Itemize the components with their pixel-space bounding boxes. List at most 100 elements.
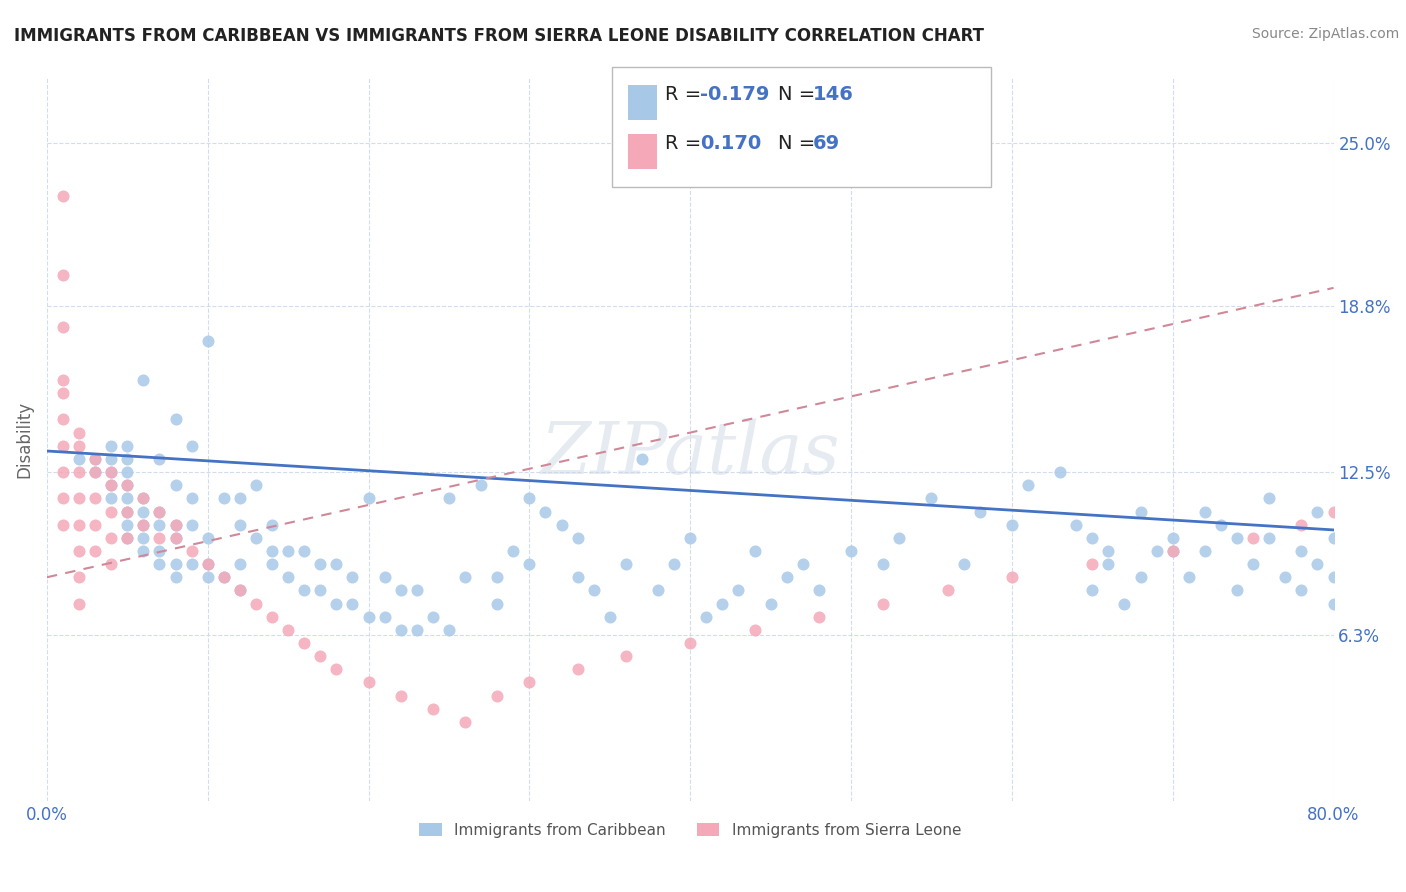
Point <box>84 451 107 466</box>
Point <box>309 649 332 664</box>
Point <box>132 491 155 506</box>
Point <box>52 517 75 532</box>
Point <box>1017 478 1039 492</box>
Point <box>309 557 332 571</box>
Point <box>872 557 894 571</box>
Text: 0.170: 0.170 <box>700 134 762 153</box>
Point <box>486 689 509 703</box>
Point <box>229 491 252 506</box>
Text: N =: N = <box>778 85 821 103</box>
Point <box>100 439 122 453</box>
Point <box>454 570 477 584</box>
Point <box>148 557 170 571</box>
Point <box>277 570 299 584</box>
Legend: Immigrants from Caribbean, Immigrants from Sierra Leone: Immigrants from Caribbean, Immigrants fr… <box>413 816 967 844</box>
Point <box>148 504 170 518</box>
Point <box>679 636 702 650</box>
Point <box>52 412 75 426</box>
Point <box>132 504 155 518</box>
Point <box>1194 544 1216 558</box>
Point <box>1001 570 1024 584</box>
Point <box>260 517 283 532</box>
Point <box>292 636 315 650</box>
Point <box>212 570 235 584</box>
Point <box>245 597 267 611</box>
Point <box>1291 517 1313 532</box>
Point <box>1161 544 1184 558</box>
Point <box>52 320 75 334</box>
Point <box>1322 570 1344 584</box>
Point <box>1322 531 1344 545</box>
Point <box>374 609 396 624</box>
Point <box>132 544 155 558</box>
Point <box>132 517 155 532</box>
Point <box>1258 531 1281 545</box>
Point <box>422 702 444 716</box>
Point <box>567 570 589 584</box>
Point <box>117 531 139 545</box>
Point <box>132 373 155 387</box>
Point <box>952 557 974 571</box>
Point <box>180 544 202 558</box>
Point <box>792 557 814 571</box>
Text: R =: R = <box>665 134 707 153</box>
Point <box>117 517 139 532</box>
Point <box>631 451 654 466</box>
Point <box>67 439 90 453</box>
Point <box>695 609 717 624</box>
Point <box>1146 544 1168 558</box>
Point <box>229 583 252 598</box>
Point <box>470 478 492 492</box>
Point <box>197 334 219 348</box>
Point <box>67 491 90 506</box>
Point <box>84 465 107 479</box>
Point <box>744 623 766 637</box>
Point <box>84 517 107 532</box>
Point <box>117 439 139 453</box>
Text: N =: N = <box>778 134 821 153</box>
Point <box>197 557 219 571</box>
Point <box>100 531 122 545</box>
Point <box>567 531 589 545</box>
Point <box>117 504 139 518</box>
Point <box>1274 570 1296 584</box>
Point <box>100 451 122 466</box>
Point <box>357 609 380 624</box>
Point <box>679 531 702 545</box>
Point <box>148 531 170 545</box>
Point <box>1097 544 1119 558</box>
Point <box>260 544 283 558</box>
Point <box>100 478 122 492</box>
Point <box>519 557 541 571</box>
Text: Source: ZipAtlas.com: Source: ZipAtlas.com <box>1251 27 1399 41</box>
Point <box>1194 504 1216 518</box>
Point <box>67 570 90 584</box>
Point <box>1161 544 1184 558</box>
Point <box>277 544 299 558</box>
Point <box>1081 557 1104 571</box>
Point <box>197 570 219 584</box>
Point <box>197 557 219 571</box>
Point <box>1386 478 1406 492</box>
Point <box>100 465 122 479</box>
Point <box>67 517 90 532</box>
Point <box>599 609 621 624</box>
Point <box>245 478 267 492</box>
Point <box>67 465 90 479</box>
Point <box>100 491 122 506</box>
Point <box>550 517 572 532</box>
Point <box>614 557 637 571</box>
Point <box>582 583 605 598</box>
Point <box>212 491 235 506</box>
Point <box>422 609 444 624</box>
Point <box>807 583 830 598</box>
Point <box>165 412 187 426</box>
Point <box>405 623 427 637</box>
Point <box>920 491 942 506</box>
Point <box>1081 583 1104 598</box>
Point <box>292 583 315 598</box>
Point <box>180 439 202 453</box>
Point <box>67 597 90 611</box>
Point <box>969 504 991 518</box>
Point <box>117 465 139 479</box>
